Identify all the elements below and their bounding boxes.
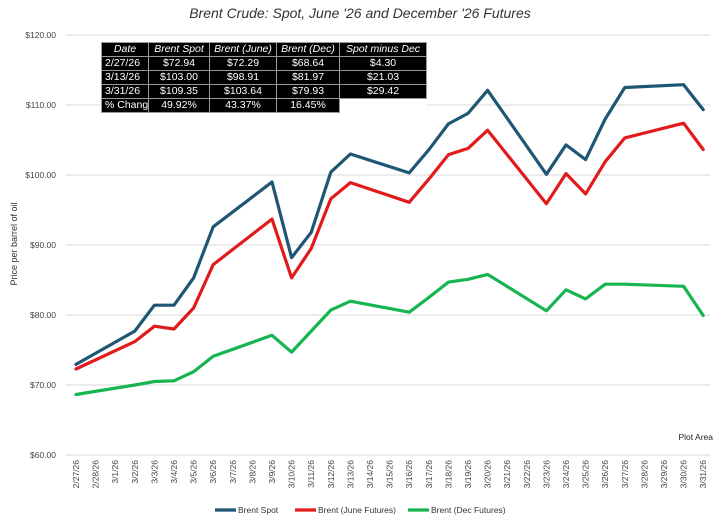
x-tick-label: 3/14/26 [365,460,375,489]
table-cell: $29.42 [339,84,427,99]
y-tick-label: $110.00 [26,100,56,110]
legend: Brent Spot Brent (June Futures) Brent (Dec… [215,505,506,515]
x-tick-label: 3/9/26 [267,460,277,484]
x-tick-label: 3/12/26 [326,460,336,489]
x-tick-label: 3/30/26 [679,460,689,489]
table-cell: 49.92% [148,98,210,113]
table-cell [339,98,427,113]
table-header-cell: Brent (Dec) [276,42,340,57]
x-tick-label: 3/27/26 [620,460,630,489]
table-cell: $103.00 [148,70,210,85]
x-tick-label: 3/7/26 [228,460,238,484]
table-cell: 3/13/26 [101,70,149,85]
x-tick-label: 3/15/26 [385,460,395,489]
x-tick-label: 3/13/26 [345,460,355,489]
table-header-cell: Spot minus Dec [339,42,427,57]
x-tick-label: 3/5/26 [189,460,199,484]
x-tick-label: 3/24/26 [561,460,571,489]
x-tick-label: 2/28/26 [91,460,101,489]
chart-title: Brent Crude: Spot, June '26 and December… [189,5,531,21]
y-axis-ticks: $60.00 $70.00 $80.00 $90.00 $100.00 $110.00 $1… [25,30,56,460]
table-cell: $4.30 [339,56,427,71]
y-tick-label: $90.00 [30,240,56,250]
gridlines [66,34,710,456]
table-header-row: Date Brent Spot Brent (June) Brent (Dec)… [101,42,427,57]
x-tick-label: 3/11/26 [306,460,316,488]
series-line-brent-spot [74,83,705,366]
x-tick-label: 3/4/26 [169,460,179,484]
x-tick-label: 3/31/26 [698,460,708,489]
table-cell: 3/31/26 [101,84,149,99]
x-tick-label: 3/21/26 [502,460,512,489]
table-header-cell: Date [101,42,149,57]
y-tick-label: $70.00 [30,380,56,390]
table-cell: $72.94 [148,56,210,71]
y-tick-label: $120.00 [25,30,56,40]
table-cell: $103.64 [209,84,277,99]
table-cell: % Change [101,98,149,113]
x-tick-label: 3/1/26 [110,460,120,484]
table-cell: $72.29 [209,56,277,71]
x-tick-label: 3/6/26 [208,460,218,484]
x-tick-label: 3/8/26 [247,460,257,484]
plot-area-label: Plot Area [679,432,714,442]
y-tick-label: $60.00 [30,450,56,460]
x-tick-label: 3/25/26 [581,460,591,489]
x-tick-label: 3/20/26 [483,460,493,489]
y-tick-label: $80.00 [30,310,56,320]
table-cell: $21.03 [339,70,427,85]
x-tick-label: 3/17/26 [424,460,434,489]
table-cell: $109.35 [148,84,210,99]
x-tick-label: 3/28/26 [639,460,649,489]
table-cell: $79.93 [276,84,340,99]
table-cell: $81.97 [276,70,340,85]
series-line-brent-dec-futures [74,272,705,397]
y-axis-title: Price per barrel of oil [9,202,19,285]
x-tick-label: 3/26/26 [600,460,610,489]
table-row: 3/13/26 $103.00 $98.91 $81.97 $21.03 [101,70,427,85]
table-header-cell: Brent (June) [209,42,277,57]
table-row: 3/31/26 $109.35 $103.64 $79.93 $29.42 [101,84,427,99]
table-row: 2/27/26 $72.94 $72.29 $68.64 $4.30 [101,56,427,71]
table-cell: $68.64 [276,56,340,71]
x-tick-label: 3/16/26 [404,460,414,489]
x-tick-label: 3/19/26 [463,460,473,489]
series-lines [74,83,705,397]
series-line-brent-june-futures [74,121,705,371]
legend-label: Brent (June Futures) [318,505,396,515]
table-cell: $98.91 [209,70,277,85]
x-tick-label: 3/2/26 [130,460,140,484]
x-tick-label: 3/22/26 [522,460,532,489]
x-axis-ticks: 2/27/26 2/28/26 3/1/26 3/2/26 3/3/26 3/4/26 3/… [71,460,708,489]
y-tick-label: $100.00 [25,170,56,180]
table-cell: 16.45% [276,98,340,113]
x-tick-label: 3/23/26 [541,460,551,489]
table-cell: 43.37% [209,98,277,113]
x-tick-label: 3/29/26 [659,460,669,489]
table-header-cell: Brent Spot [148,42,210,57]
x-tick-label: 2/27/26 [71,460,81,489]
legend-label: Brent Spot [238,505,279,515]
x-tick-label: 3/3/26 [149,460,159,484]
table-row: % Change 49.92% 43.37% 16.45% [101,98,427,113]
x-tick-label: 3/10/26 [287,460,297,489]
legend-label: Brent (Dec Futures) [431,505,506,515]
summary-table: Date Brent Spot Brent (June) Brent (Dec)… [101,42,427,113]
table-cell: 2/27/26 [101,56,149,71]
x-tick-label: 3/18/26 [443,460,453,489]
